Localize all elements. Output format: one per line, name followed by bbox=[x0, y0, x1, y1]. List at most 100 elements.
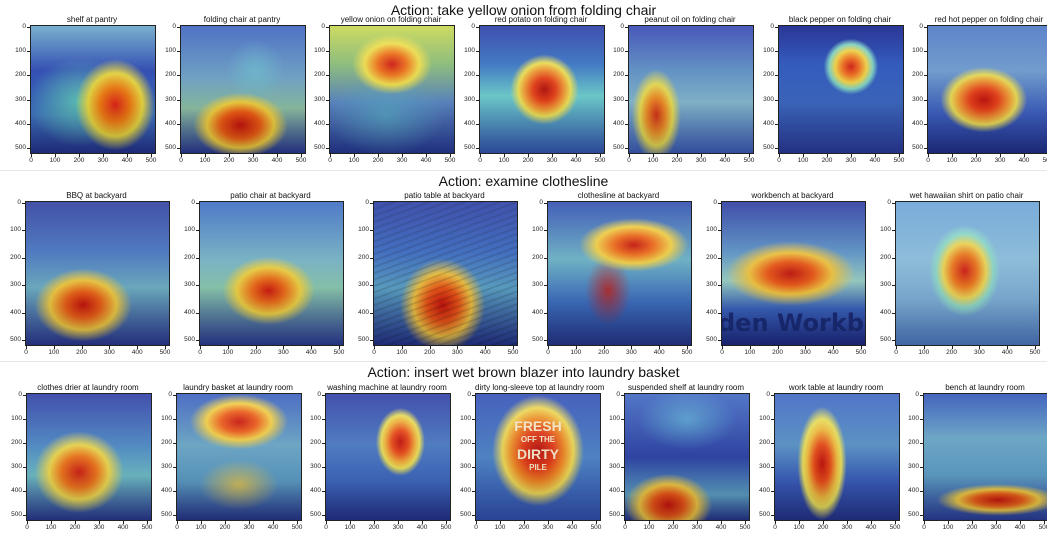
x-tick-label: 300 bbox=[451, 349, 463, 356]
x-tick-mark bbox=[749, 346, 751, 349]
x-tick-mark bbox=[725, 154, 726, 157]
overlay-text: FRESH bbox=[514, 418, 562, 434]
y-tick-label: 0 bbox=[22, 23, 26, 30]
x-tick-label: 100 bbox=[494, 524, 506, 531]
y-tick-label: 100 bbox=[912, 47, 923, 55]
row-divider bbox=[0, 361, 1047, 362]
x-tick-label: 500 bbox=[855, 349, 867, 356]
y-tick-mark bbox=[544, 340, 547, 341]
y-tick-label: 500 bbox=[613, 144, 624, 151]
x-tick-label: 0 bbox=[926, 157, 930, 164]
y-tick-label: 500 bbox=[11, 511, 22, 518]
y-tick-label: 400 bbox=[161, 487, 172, 494]
x-tick-mark bbox=[401, 346, 403, 349]
y-tick-label: 0 bbox=[321, 23, 325, 30]
x-tick-mark bbox=[833, 346, 835, 349]
y-tick-label: 100 bbox=[358, 226, 369, 234]
x-tick-mark bbox=[895, 521, 896, 524]
y-tick-mark bbox=[27, 123, 30, 125]
x-tick-mark bbox=[899, 154, 900, 157]
x-tick-mark bbox=[75, 521, 76, 524]
y-tick-label: 500 bbox=[15, 144, 26, 151]
x-tick-mark bbox=[339, 346, 340, 349]
y-tick-mark bbox=[173, 443, 176, 444]
y-tick-mark bbox=[177, 148, 180, 149]
y-tick-mark bbox=[920, 467, 923, 468]
y-tick-label: 400 bbox=[15, 119, 26, 127]
x-tick-mark bbox=[253, 154, 254, 157]
x-tick-mark bbox=[799, 521, 800, 524]
y-tick-label: 0 bbox=[770, 23, 774, 30]
x-tick-label: 300 bbox=[243, 524, 255, 531]
y-tick-mark bbox=[625, 123, 628, 125]
y-tick-mark bbox=[775, 27, 778, 28]
y-tick-label: 500 bbox=[10, 336, 21, 343]
x-tick-label: 200 bbox=[817, 524, 829, 531]
x-tick-label: 0 bbox=[24, 349, 28, 356]
y-tick-mark bbox=[370, 257, 373, 259]
y-tick-label: 400 bbox=[11, 487, 22, 494]
x-tick-mark bbox=[979, 346, 981, 349]
x-tick-mark bbox=[273, 521, 274, 524]
y-tick-mark bbox=[924, 148, 927, 149]
x-tick-label: 500 bbox=[159, 349, 171, 356]
x-tick-mark bbox=[450, 154, 451, 157]
x-tick-mark bbox=[721, 521, 722, 524]
y-tick-label: 100 bbox=[184, 226, 195, 234]
y-tick-mark bbox=[621, 443, 624, 444]
y-tick-label: 500 bbox=[763, 144, 774, 151]
x-tick-mark bbox=[109, 346, 111, 349]
y-tick-mark bbox=[472, 515, 475, 516]
heatmap-image bbox=[624, 393, 750, 521]
x-tick-label: 500 bbox=[1042, 157, 1047, 164]
x-tick-label: 400 bbox=[267, 524, 279, 531]
y-tick-mark bbox=[476, 51, 479, 53]
x-tick-mark bbox=[229, 154, 230, 157]
x-tick-label: 0 bbox=[328, 157, 332, 164]
x-tick-label: 400 bbox=[117, 524, 129, 531]
x-tick-mark bbox=[81, 346, 83, 349]
heatmap-panel: shelf at pantry 0 100 200 300 400 500 0 100 200 30… bbox=[12, 15, 164, 166]
heatmap-image bbox=[199, 201, 344, 346]
x-tick-label: 200 bbox=[518, 524, 530, 531]
y-tick-label: 300 bbox=[314, 95, 325, 103]
x-tick-label: 100 bbox=[744, 349, 756, 356]
y-tick-mark bbox=[472, 467, 475, 468]
y-tick-label: 400 bbox=[464, 119, 475, 127]
x-tick-label: 0 bbox=[623, 524, 627, 531]
x-tick-mark bbox=[374, 346, 375, 349]
y-tick-label: 100 bbox=[763, 47, 774, 55]
x-tick-mark bbox=[805, 346, 807, 349]
x-tick-mark bbox=[777, 346, 779, 349]
y-tick-mark bbox=[27, 75, 30, 77]
y-tick-label: 100 bbox=[880, 226, 891, 234]
y-tick-label: 200 bbox=[706, 253, 717, 261]
x-tick-mark bbox=[103, 154, 104, 157]
x-tick-mark bbox=[480, 154, 481, 157]
x-tick-mark bbox=[1024, 154, 1025, 157]
x-tick-label: 100 bbox=[946, 157, 958, 164]
x-tick-label: 400 bbox=[131, 349, 143, 356]
x-tick-label: 500 bbox=[440, 524, 452, 531]
y-tick-label: 400 bbox=[358, 308, 369, 316]
x-tick-label: 400 bbox=[420, 157, 432, 164]
panel-title: washing machine at laundry room bbox=[327, 383, 447, 392]
y-tick-label: 200 bbox=[880, 253, 891, 261]
y-tick-mark bbox=[924, 123, 927, 125]
panel-title: black pepper on folding chair bbox=[788, 15, 892, 24]
x-tick-mark bbox=[1007, 346, 1009, 349]
x-tick-label: 100 bbox=[348, 157, 360, 164]
y-tick-mark bbox=[920, 491, 923, 492]
y-tick-label: 300 bbox=[613, 95, 624, 103]
x-tick-label: 400 bbox=[1018, 157, 1030, 164]
heatmap-image: den Workbe bbox=[721, 201, 866, 346]
x-tick-label: 0 bbox=[720, 349, 724, 356]
overlay-text: DIRTY bbox=[517, 446, 559, 462]
y-tick-mark bbox=[326, 99, 329, 101]
y-tick-label: 400 bbox=[912, 119, 923, 127]
y-tick-mark bbox=[472, 491, 475, 492]
x-tick-label: 400 bbox=[271, 157, 283, 164]
y-tick-mark bbox=[476, 99, 479, 101]
heatmap-image bbox=[329, 25, 455, 154]
x-tick-mark bbox=[446, 521, 447, 524]
